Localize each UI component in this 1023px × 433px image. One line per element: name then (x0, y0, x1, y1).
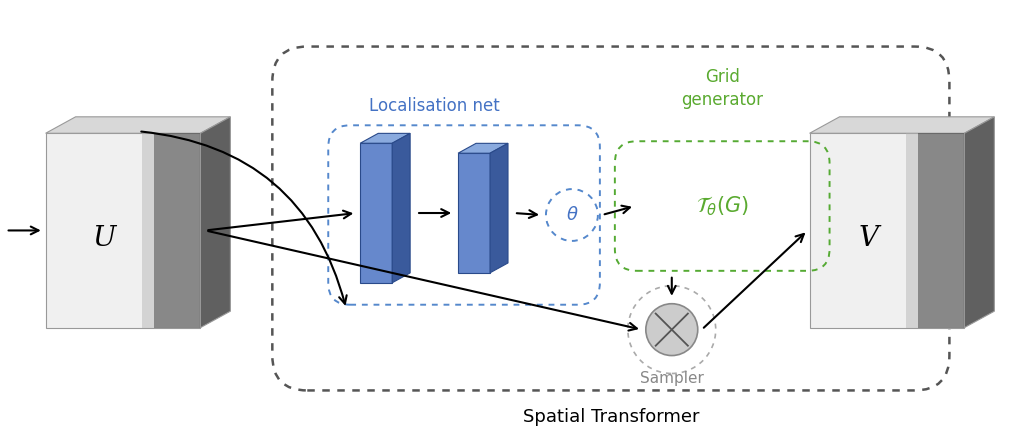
Polygon shape (46, 117, 230, 133)
Polygon shape (490, 143, 508, 273)
Polygon shape (905, 133, 918, 328)
Polygon shape (360, 133, 410, 143)
Text: $\theta$: $\theta$ (566, 206, 578, 224)
Polygon shape (392, 133, 410, 283)
Polygon shape (809, 117, 994, 133)
Polygon shape (201, 117, 230, 328)
Circle shape (646, 304, 698, 355)
Text: U: U (93, 225, 117, 252)
Polygon shape (809, 133, 965, 328)
Circle shape (546, 189, 597, 241)
Polygon shape (46, 133, 201, 328)
Text: V: V (858, 225, 879, 252)
FancyArrowPatch shape (141, 132, 347, 304)
Text: Localisation net: Localisation net (369, 97, 499, 115)
Polygon shape (965, 117, 994, 328)
Text: $\mathcal{T}_\theta(G)$: $\mathcal{T}_\theta(G)$ (697, 194, 749, 218)
Polygon shape (918, 133, 965, 328)
Polygon shape (458, 153, 490, 273)
Text: Spatial Transformer: Spatial Transformer (523, 408, 699, 427)
Text: Sampler: Sampler (639, 371, 704, 385)
Polygon shape (141, 133, 154, 328)
Polygon shape (360, 143, 392, 283)
Polygon shape (458, 143, 508, 153)
Polygon shape (154, 133, 201, 328)
Text: Grid
generator: Grid generator (681, 68, 763, 110)
